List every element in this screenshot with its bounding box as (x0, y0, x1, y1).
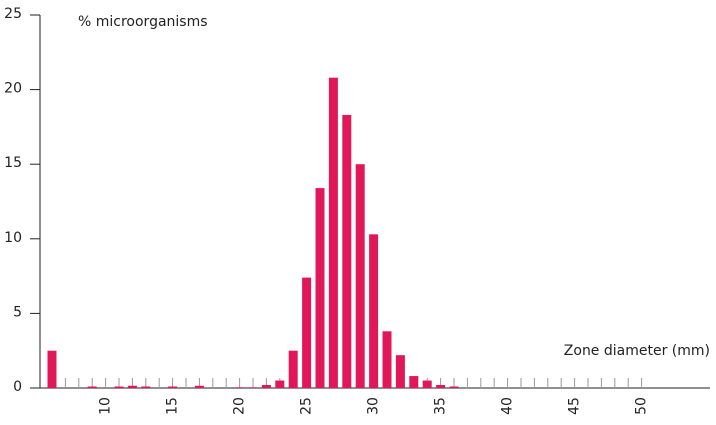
y-tick-label: 5 (13, 304, 22, 320)
bar (87, 386, 97, 388)
bar (168, 386, 178, 388)
bar (302, 277, 312, 388)
x-tick-label: 40 (500, 397, 516, 415)
bar (275, 380, 285, 388)
bar (436, 385, 446, 388)
y-tick-label: 10 (4, 230, 22, 246)
bar (288, 350, 298, 388)
bar (235, 387, 245, 388)
bar (409, 376, 419, 388)
bar (315, 188, 325, 388)
bar (449, 386, 459, 388)
bar (422, 380, 432, 388)
bar (369, 234, 379, 388)
bar (141, 386, 151, 388)
y-tick-label: 25 (4, 6, 22, 22)
chart-title: % microorganisms (78, 14, 208, 30)
x-tick-label: 35 (433, 397, 449, 415)
x-tick-label: 20 (232, 397, 248, 415)
y-tick-label: 15 (4, 155, 22, 171)
bar (382, 331, 392, 388)
bar (355, 164, 365, 388)
bar (47, 350, 57, 388)
bar (114, 386, 124, 388)
bar (328, 77, 338, 388)
bar (194, 385, 204, 388)
bar (395, 355, 405, 388)
y-tick-label: 20 (4, 81, 22, 97)
bar (342, 114, 352, 389)
x-tick-label: 45 (567, 397, 583, 415)
bar (248, 387, 258, 388)
bar (127, 385, 137, 388)
x-tick-label: 25 (299, 397, 315, 415)
x-tick-label: 50 (634, 397, 650, 415)
y-tick-label: 0 (13, 379, 22, 395)
x-tick-label: 15 (165, 397, 181, 415)
x-axis-label: Zone diameter (mm) (564, 343, 710, 359)
x-tick-label: 30 (366, 397, 382, 415)
bar (261, 385, 271, 388)
x-tick-label: 10 (98, 397, 114, 415)
